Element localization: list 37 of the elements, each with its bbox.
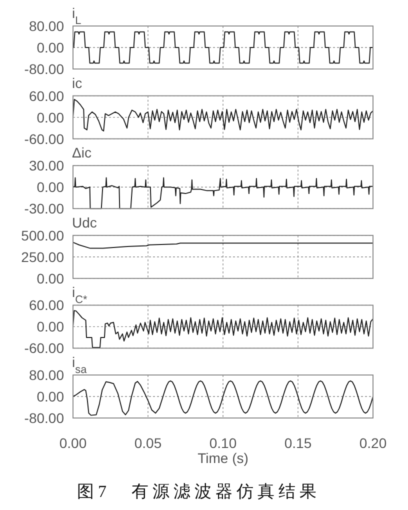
y-tick-label: -30.00	[24, 200, 64, 217]
x-axis-title: Time (s)	[198, 450, 248, 466]
line-series	[72, 177, 374, 210]
line-series	[72, 310, 374, 348]
chart-title: i$_{L}$	[72, 5, 82, 27]
line-series	[72, 380, 374, 416]
y-tick-label: 30.00	[28, 158, 64, 174]
y-tick-label: 0.00	[36, 270, 64, 286]
y-tick-label: 0.00	[36, 109, 64, 126]
line-series	[72, 98, 374, 132]
line-series	[72, 242, 374, 249]
y-tick-label: 0.00	[36, 318, 64, 335]
y-tick-label: 60.00	[28, 297, 64, 314]
caption: 图7 有源滤波器仿真结果	[77, 482, 320, 501]
y-tick-label: 80.00	[28, 18, 64, 34]
y-tick-label: 250.00	[21, 248, 64, 265]
chart-title: i$_{sa}$	[72, 354, 88, 376]
y-tick-label: 60.00	[28, 88, 64, 104]
x-tick-label: 0.20	[359, 435, 387, 451]
chart-title: Δic	[72, 144, 92, 161]
x-tick-label: 0.00	[59, 435, 87, 451]
x-tick-label: 0.15	[284, 435, 312, 451]
x-tick-label: 0.10	[209, 435, 237, 451]
y-tick-label: 500.00	[21, 227, 64, 244]
chart-title: i$_{C*}$	[72, 284, 88, 306]
chart-title: ic	[72, 74, 82, 91]
y-tick-label: -80.00	[24, 61, 64, 77]
x-tick-label: 0.05	[134, 435, 162, 451]
y-tick-label: 80.00	[28, 367, 64, 383]
y-tick-label: 0.00	[36, 179, 64, 196]
chart-title: Udc	[72, 214, 97, 230]
y-tick-label: -60.00	[24, 340, 64, 356]
line-series	[72, 31, 374, 64]
y-tick-label: 0.00	[36, 40, 64, 56]
y-tick-label: -80.00	[24, 410, 64, 426]
y-tick-label: -60.00	[24, 130, 64, 147]
y-tick-label: 0.00	[36, 388, 64, 404]
